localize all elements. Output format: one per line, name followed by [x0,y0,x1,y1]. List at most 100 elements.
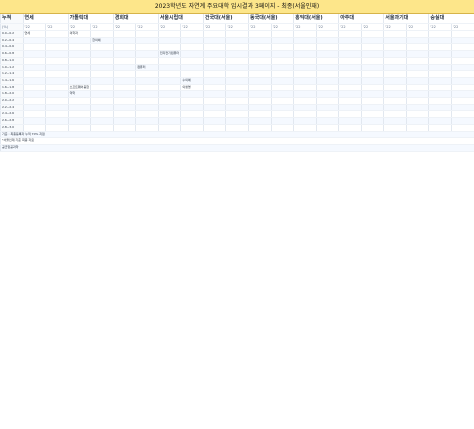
year-header: '22 [450,23,474,31]
year-header: '22 [270,23,294,31]
program-cell [180,70,204,78]
program-cell [338,30,362,38]
program-cell [428,124,452,132]
program-cell [157,97,181,105]
year-header: '22 [360,23,384,31]
university-header: 경희대 [112,14,159,24]
percentile-range: 0.8~1.0 [0,57,24,65]
program-cell [405,70,429,78]
program-cell [315,104,339,112]
program-cell [315,110,339,119]
program-cell [225,97,249,105]
program-cell [338,90,362,99]
program-cell [293,97,317,105]
table-row: 0.4~0.6 [0,43,474,52]
program-cell [428,30,452,38]
year-header: '22 [90,23,114,31]
university-header: 숭실대 [428,14,474,24]
program-cell [450,117,474,125]
program-cell [405,30,429,38]
percentile-range: 2.6~2.8 [0,117,24,125]
program-cell [157,64,181,72]
program-cell [315,37,339,45]
program-cell [22,104,46,112]
program-cell [90,70,114,78]
percentile-range: 0.4~0.6 [0,43,24,52]
program-cell [405,97,429,105]
program-cell: 약학 [67,90,91,99]
program-cell [338,70,362,78]
program-cell [270,30,294,38]
year-header: '22 [225,23,249,31]
university-header: 서울과기대 [383,14,429,24]
program-cell [225,70,249,78]
table-row: 1.2~1.4 [0,70,474,78]
program-cell [248,117,272,125]
program-cell [45,57,69,65]
year-header: '22 [428,23,452,31]
year-header: '22 [202,23,226,31]
program-cell [180,50,204,58]
program-cell [248,70,272,78]
program-cell [450,77,474,85]
program-cell [270,104,294,112]
program-cell [157,117,181,125]
year-header: '22 [383,23,407,31]
program-cell [383,97,407,105]
program-cell [450,64,474,72]
program-cell [135,110,159,119]
program-cell [338,50,362,58]
program-cell [428,84,452,92]
header-label: 누적 [0,14,24,24]
program-cell [45,37,69,45]
program-cell [202,37,226,45]
program-cell: 의학과 [67,30,91,38]
program-cell [383,30,407,38]
program-cell [90,64,114,72]
program-cell [450,104,474,112]
university-header: 아주대 [338,14,384,24]
program-cell [315,124,339,132]
program-cell [225,117,249,125]
program-cell [135,117,159,125]
program-cell [248,110,272,119]
program-cell [157,110,181,119]
header-label-unit: (%) [0,23,24,31]
program-cell [293,124,317,132]
program-cell [180,37,204,45]
program-cell [315,117,339,125]
program-cell [202,124,226,132]
program-cell [338,77,362,85]
program-cell [225,37,249,45]
year-header: '22 [248,23,272,31]
program-cell [428,70,452,78]
year-header: '22 [338,23,362,31]
program-cell [383,64,407,72]
program-cell [405,104,429,112]
program-cell [428,97,452,105]
program-cell [45,64,69,72]
program-cell [45,77,69,85]
program-cell [270,90,294,99]
program-cell [428,57,452,65]
program-cell [202,90,226,99]
program-cell [135,70,159,78]
program-cell [112,77,136,85]
program-cell [360,30,384,38]
program-cell [180,57,204,65]
program-cell [338,117,362,125]
program-cell [202,70,226,78]
program-cell [248,30,272,38]
footnote-text: *서울인재 기준 최종 자료 [0,137,474,145]
program-cell [90,117,114,125]
program-cell [22,37,46,45]
program-cell [293,90,317,99]
program-cell [293,104,317,112]
program-cell [22,57,46,65]
program-cell [157,43,181,52]
program-cell [450,97,474,105]
program-cell [202,110,226,119]
program-cell [315,77,339,85]
program-cell [90,110,114,119]
